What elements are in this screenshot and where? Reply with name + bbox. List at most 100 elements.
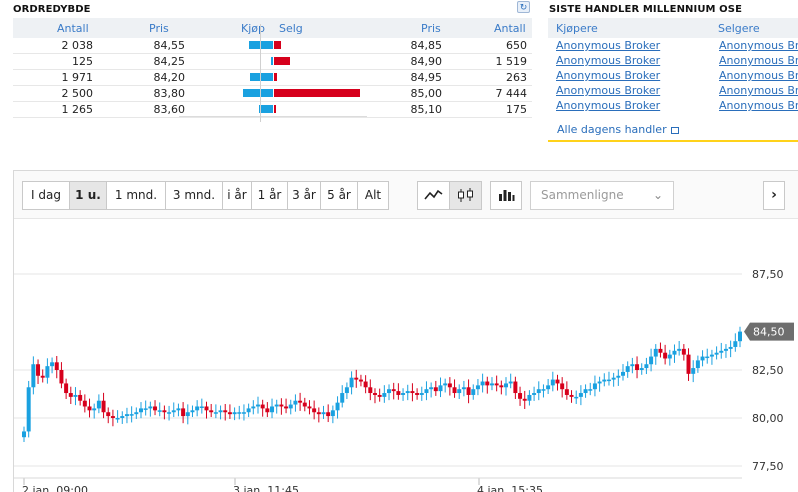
candle-body [499,385,504,388]
candle-body [733,341,738,347]
candle-body [157,410,162,412]
candle-body [358,379,363,382]
candle-body [307,406,312,409]
candle-body [87,406,92,411]
candle-body [153,406,158,411]
orderbook-cell-antall-sell: 1 519 [495,55,528,68]
all-trades-link-label[interactable]: Alle dagens handler [557,123,667,136]
candle-body [270,406,275,413]
candle-body [485,381,490,386]
range-button-0[interactable]: I dag [22,181,70,210]
seller-link[interactable]: Anonymous Br [719,54,798,67]
candle-body [138,408,143,413]
candle-body [518,393,523,399]
candle-body [723,348,728,351]
candle-body [321,412,326,415]
header-kjop: Kjøp [241,22,265,35]
candle-body [621,371,626,376]
candle-body [719,350,724,353]
candle-body [171,410,176,413]
candle-body [616,375,621,378]
x-tick-label: 4 jan. 15:35 [477,484,543,492]
x-tick-label: 3 jan. 11:45 [233,484,299,492]
range-button-3[interactable]: 3 mnd. [165,181,223,210]
seller-link[interactable]: Anonymous Br [719,99,798,112]
candle-body [508,381,513,384]
orderbook-cell-antall-buy: 2 038 [61,39,94,52]
refresh-icon[interactable]: ↻ [517,1,530,13]
trades-header: Kjøpere Selgere [548,18,798,38]
chevron-right-icon[interactable]: › [763,181,785,210]
orderbook-cell-pris-sell: 84,90 [410,55,443,68]
last-price-tag [744,322,794,341]
seller-link[interactable]: Anonymous Br [719,39,798,52]
trade-row: Anonymous Broker Anonymous Br [548,68,798,83]
range-button-8[interactable]: Alt [357,181,389,210]
sell-volume-bar [274,89,360,97]
orderbook-cell-antall-sell: 7 444 [495,87,528,100]
candle-body [588,389,593,391]
candle-body [241,412,246,414]
sell-volume-bar [274,41,281,49]
candle-body [611,377,616,380]
trade-row: Anonymous Broker Anonymous Br [548,53,798,68]
compare-select[interactable]: Sammenligne ⌄ [530,181,674,210]
line-chart-button[interactable] [417,181,450,210]
candle-body [489,383,494,386]
candle-body [260,404,265,409]
range-button-1[interactable]: 1 u. [69,181,107,210]
x-tick-label: 2 jan. 09:00 [22,484,88,492]
orderbook-row: 1 971 84,20 84,95 263 [13,70,532,86]
candle-body [129,414,134,416]
seller-link[interactable]: Anonymous Br [719,69,798,82]
candle-body [344,387,349,394]
volume-button[interactable] [490,181,522,210]
sell-volume-bar [274,105,276,113]
candle-body [429,387,434,390]
orderbook-cell-antall-sell: 263 [506,71,527,84]
seller-link[interactable]: Anonymous Br [719,84,798,97]
candle-body [686,354,691,374]
range-button-6[interactable]: 3 år [287,181,321,210]
range-button-2[interactable]: 1 mnd. [106,181,166,210]
candle-body [714,352,719,355]
orderbook-row: 125 84,25 84,90 1 519 [13,54,532,70]
range-button-7[interactable]: 5 år [320,181,358,210]
candle-body [574,396,579,399]
range-button-5[interactable]: 1 år [251,181,288,210]
candle-body [555,379,560,384]
all-trades-link[interactable]: Alle dagens handler [557,123,679,136]
buy-volume-bar [249,41,273,49]
candlestick-button[interactable] [449,181,482,210]
candlestick-icon [458,188,473,202]
candle-body [663,352,668,359]
buyer-link[interactable]: Anonymous Broker [556,54,661,67]
candle-body [82,400,87,407]
buyer-link[interactable]: Anonymous Broker [556,39,661,52]
candle-body [602,379,607,382]
candle-body [592,383,597,390]
candle-body [691,368,696,374]
trade-row: Anonymous Broker Anonymous Br [548,83,798,98]
candle-body [50,362,55,367]
orderbook-bottom-line [179,116,367,117]
sell-volume-bar [274,73,278,81]
range-button-4[interactable]: i år [222,181,252,210]
buyer-link[interactable]: Anonymous Broker [556,84,661,97]
candle-body [101,400,106,413]
buy-volume-bar [271,57,273,65]
candle-body [410,391,415,394]
y-tick-label: 80,00 [752,412,784,425]
candle-body [312,408,317,413]
candle-body [78,394,83,401]
candle-body [26,387,31,432]
candle-body [223,410,228,413]
candle-body [218,410,223,413]
candle-body [443,383,448,386]
candle-body [40,375,45,378]
orderbook-cell-pris-sell: 85,10 [410,103,443,116]
trades-title: SISTE HANDLER MILLENNIUM OSE [549,4,743,15]
buyer-link[interactable]: Anonymous Broker [556,69,661,82]
buyer-link[interactable]: Anonymous Broker [556,99,661,112]
candle-body [96,400,101,409]
